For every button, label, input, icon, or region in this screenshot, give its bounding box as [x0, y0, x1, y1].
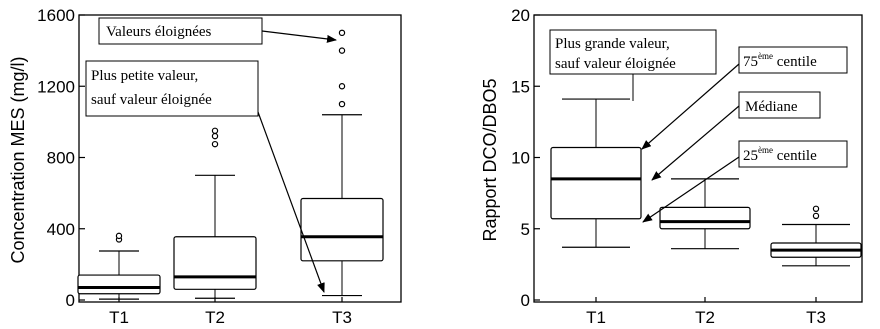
annotation-max-value: Plus grande valeur, sauf valeur éloignée	[549, 29, 717, 101]
y-tick-label: 15	[511, 77, 530, 96]
y-axis-label-right: Rapport DCO/DBO5	[480, 78, 500, 241]
x-tick-label: T3	[806, 308, 826, 327]
chart-right: 0 5 10 15 20 T1 T2 T3 Rapport DCO/DBO5 Plus gr…	[480, 6, 863, 327]
y-tick-label: 0	[521, 291, 530, 310]
annotation-text: Valeurs éloignées	[106, 24, 212, 40]
outlier-point	[812, 212, 820, 220]
y-tick-label: 5	[521, 220, 530, 239]
iqr-box	[550, 146, 642, 220]
box-t2	[173, 127, 257, 299]
x-ticks-left: T1 T2 T3	[109, 297, 352, 327]
iqr-box	[77, 274, 161, 295]
iqr-box	[300, 197, 384, 262]
y-tick-label: 0	[66, 291, 75, 310]
annotation-75th-percentile: 75ème centile	[641, 46, 848, 150]
annotation-text: 75ème centile	[743, 51, 817, 70]
y-tick-label: 1200	[37, 77, 75, 96]
annotation-min-value: Plus petite valeur, sauf valeur éloignée	[85, 60, 325, 293]
x-tick-label: T2	[205, 308, 225, 327]
y-tick-label: 20	[511, 6, 530, 25]
annotation-text: Médiane	[745, 99, 798, 115]
outlier-point	[338, 83, 346, 90]
annotation-box	[738, 140, 848, 168]
box-t1	[77, 232, 161, 300]
y-ticks-right: 0 5 10 15 20	[511, 6, 540, 310]
annotation-box	[85, 60, 259, 117]
y-axis-label-left: Concentration MES (mg/l)	[8, 56, 28, 263]
annotation-text-line2: sauf valeur éloignée	[555, 56, 676, 72]
outlier-point	[812, 205, 820, 212]
annotation-text-line2: sauf valeur éloignée	[91, 92, 212, 108]
boxes-right	[550, 98, 862, 267]
annotation-arrow	[257, 111, 325, 293]
annotation-box	[738, 46, 848, 74]
x-tick-label: T1	[586, 308, 606, 327]
outlier-point	[338, 47, 346, 54]
annotation-outliers: Valeurs éloignées	[98, 17, 337, 45]
chart-left: 0 400 800 1200 1600 T1 T2 T3 Concentration MES…	[8, 6, 402, 327]
x-tick-label: T1	[109, 308, 129, 327]
iqr-box	[659, 206, 751, 230]
y-tick-label: 800	[47, 149, 75, 168]
outlier-point	[338, 100, 346, 108]
box-t3	[300, 29, 384, 297]
y-ticks-left: 0 400 800 1200 1600	[37, 6, 85, 310]
outlier-point	[338, 29, 346, 37]
annotation-box	[549, 29, 717, 75]
plot-frame-left	[78, 14, 402, 303]
annotation-median: Médiane	[651, 91, 821, 181]
annotation-text-line1: Plus grande valeur,	[555, 36, 670, 52]
annotation-box	[738, 91, 821, 119]
x-ticks-right: T1 T2 T3	[586, 297, 826, 327]
plot-frame-right	[533, 14, 863, 303]
iqr-box	[173, 236, 257, 290]
box-t1	[550, 98, 642, 248]
y-tick-label: 1600	[37, 6, 75, 25]
annotation-arrow	[641, 63, 740, 150]
boxes-left	[77, 29, 384, 300]
outlier-point	[211, 132, 219, 140]
annotation-arrow	[261, 30, 337, 43]
y-tick-label: 10	[511, 149, 530, 168]
annotation-text-line1: Plus petite valeur,	[91, 68, 198, 84]
outlier-point	[211, 127, 219, 134]
x-tick-label: T2	[695, 308, 715, 327]
annotation-25th-percentile: 25ème centile	[642, 140, 848, 223]
outlier-point	[115, 232, 123, 240]
annotation-arrow	[642, 156, 740, 223]
x-tick-label: T3	[332, 308, 352, 327]
box-t3	[770, 205, 862, 267]
annotation-arrow	[651, 105, 740, 181]
y-tick-label: 400	[47, 220, 75, 239]
annotation-text: 25ème centile	[743, 145, 817, 164]
outlier-point	[211, 140, 219, 148]
box-t2	[659, 178, 751, 250]
